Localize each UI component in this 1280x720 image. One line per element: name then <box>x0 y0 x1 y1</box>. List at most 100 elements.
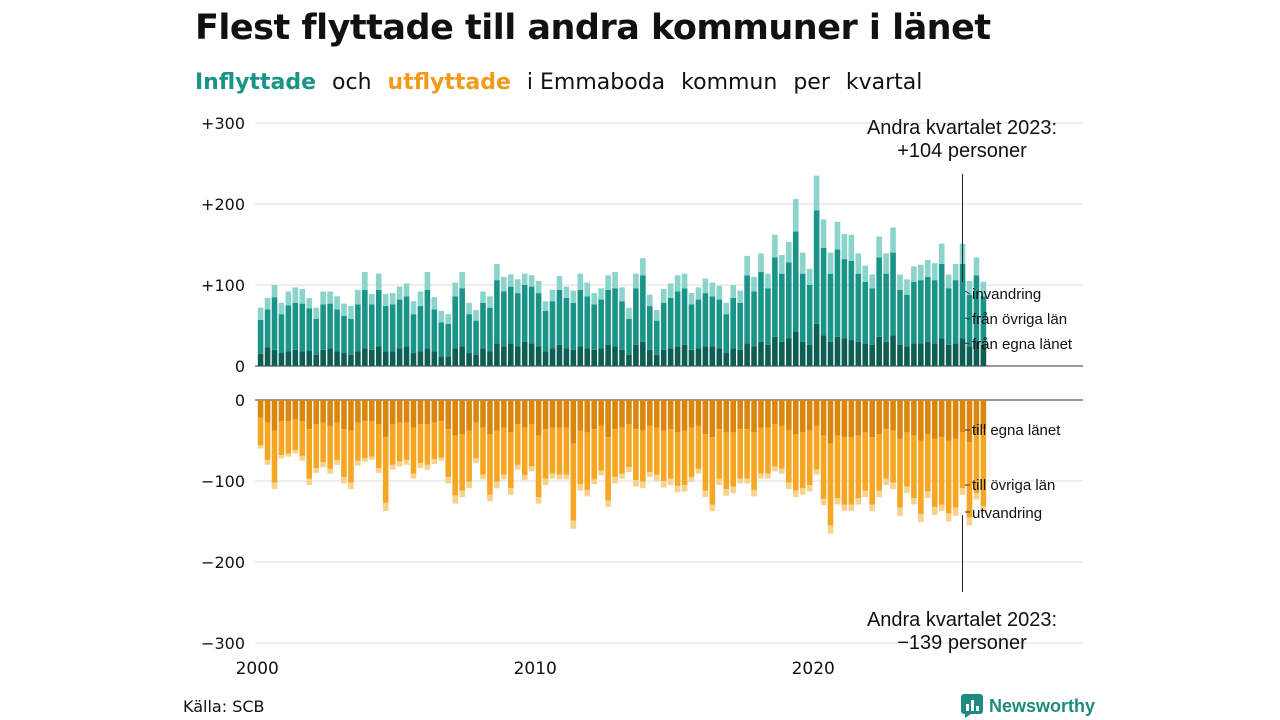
bar-out-egna <box>695 400 702 426</box>
bar-out-egna <box>494 400 500 431</box>
bar-out-utvandring <box>375 468 382 473</box>
bar-out-ovriga <box>848 437 855 505</box>
bar-in-invandring <box>869 274 875 289</box>
bar-out-egna <box>271 400 278 431</box>
y-axis-ticks: +300 +200 +100 0 0 −100 −200 −300 <box>201 114 245 653</box>
bar-out-ovriga <box>369 421 375 457</box>
label-till-ovriga-lan: till övriga län <box>972 477 1055 494</box>
bar-out-egna <box>848 400 855 438</box>
annotations: Andra kvartalet 2023: +104 personer Andr… <box>867 117 1057 654</box>
bar-out-ovriga <box>605 437 611 501</box>
bar-in-invandring <box>278 302 285 315</box>
bar-in-invandring <box>445 314 452 324</box>
label-leader <box>964 317 971 320</box>
bar-out-utvandring <box>549 473 556 479</box>
bar-in-ovriga <box>966 294 973 347</box>
bar-in-invandring <box>424 272 431 290</box>
bar-out-ovriga <box>876 434 882 491</box>
bar-out-utvandring <box>369 456 375 460</box>
bar-out-egna <box>723 400 730 433</box>
bar-in-ovriga <box>508 286 514 344</box>
bar-in-invandring <box>938 243 945 264</box>
bar-in-ovriga <box>904 294 910 347</box>
bar-out-egna <box>257 400 264 418</box>
bar-in-ovriga <box>396 299 403 349</box>
bar-out-egna <box>730 400 736 433</box>
bar-out-ovriga <box>299 421 306 456</box>
bar-in-invandring <box>591 293 597 305</box>
bar-out-utvandring <box>660 481 667 488</box>
bar-out-utvandring <box>452 495 458 504</box>
bar-in-ovriga <box>758 272 764 342</box>
bar-out-egna <box>306 400 313 430</box>
bar-in-egna <box>904 346 910 366</box>
bar-out-egna <box>660 400 667 431</box>
bar-in-egna <box>925 341 931 366</box>
bar-out-egna <box>410 400 417 428</box>
subtitle-municipality: i Emmaboda <box>526 70 666 95</box>
bar-in-egna <box>890 335 896 366</box>
subtitle-kvartal: kvartal <box>845 70 923 95</box>
bar-out-ovriga <box>709 437 716 505</box>
bar-out-utvandring <box>473 458 479 464</box>
bar-in-ovriga <box>862 281 869 344</box>
y-tick-upper: +200 <box>201 195 245 214</box>
bar-out-egna <box>786 400 792 431</box>
bar-in-invandring <box>730 285 736 298</box>
newsworthy-logo: Newsworthy <box>961 694 1095 718</box>
bar-out-egna <box>445 400 452 430</box>
bar-in-egna <box>278 353 285 366</box>
y-tick-lower: −200 <box>201 553 245 572</box>
bar-in-invandring <box>556 276 563 290</box>
bar-in-ovriga <box>779 273 785 342</box>
bar-in-egna <box>563 348 570 366</box>
bar-out-utvandring <box>626 467 632 473</box>
label-utvandring: utvandring <box>972 505 1042 522</box>
bar-out-utvandring <box>890 482 896 490</box>
bar-out-ovriga <box>779 425 785 469</box>
bar-in-invandring <box>848 234 855 261</box>
bar-in-ovriga <box>382 306 389 352</box>
bar-out-egna <box>667 400 674 430</box>
bar-in-egna <box>779 341 785 366</box>
y-tick-upper: +100 <box>201 276 245 295</box>
label-leader <box>964 342 971 345</box>
bar-out-ovriga <box>855 435 862 499</box>
bar-out-ovriga <box>973 434 980 494</box>
bar-in-egna <box>320 349 326 366</box>
bar-in-egna <box>577 346 584 366</box>
bar-in-ovriga <box>973 275 980 342</box>
bar-in-egna <box>257 353 264 366</box>
bar-in-ovriga <box>841 259 848 339</box>
bar-in-invandring <box>660 289 667 303</box>
bar-out-egna <box>389 400 396 425</box>
bar-out-ovriga <box>813 425 820 470</box>
bar-in-egna <box>876 336 882 366</box>
bar-in-ovriga <box>369 304 375 350</box>
bar-out-ovriga <box>904 432 910 487</box>
logo-text: Newsworthy <box>989 695 1096 716</box>
bar-out-egna <box>716 400 723 430</box>
bar-in-egna <box>647 349 653 366</box>
bar-in-invandring <box>674 275 681 292</box>
bar-out-ovriga <box>278 421 285 456</box>
bar-in-invandring <box>264 297 271 310</box>
bar-in-egna <box>591 349 597 366</box>
bar-in-invandring <box>806 268 813 285</box>
bar-out-egna <box>827 400 834 444</box>
bar-in-invandring <box>605 275 611 290</box>
bar-in-egna <box>758 341 764 366</box>
bar-out-ovriga <box>341 429 347 477</box>
bar-out-ovriga <box>911 435 917 499</box>
bar-in-ovriga <box>709 296 716 347</box>
bar-out-ovriga <box>452 435 458 496</box>
bar-in-ovriga <box>445 323 452 357</box>
bar-out-ovriga <box>459 434 465 491</box>
bar-out-egna <box>980 400 987 430</box>
bar-out-egna <box>577 400 584 431</box>
bar-in-egna <box>695 348 702 366</box>
bar-in-invandring <box>904 279 910 295</box>
bar-in-ovriga <box>306 308 313 351</box>
bar-out-utvandring <box>577 484 584 491</box>
bar-out-ovriga <box>271 430 278 483</box>
